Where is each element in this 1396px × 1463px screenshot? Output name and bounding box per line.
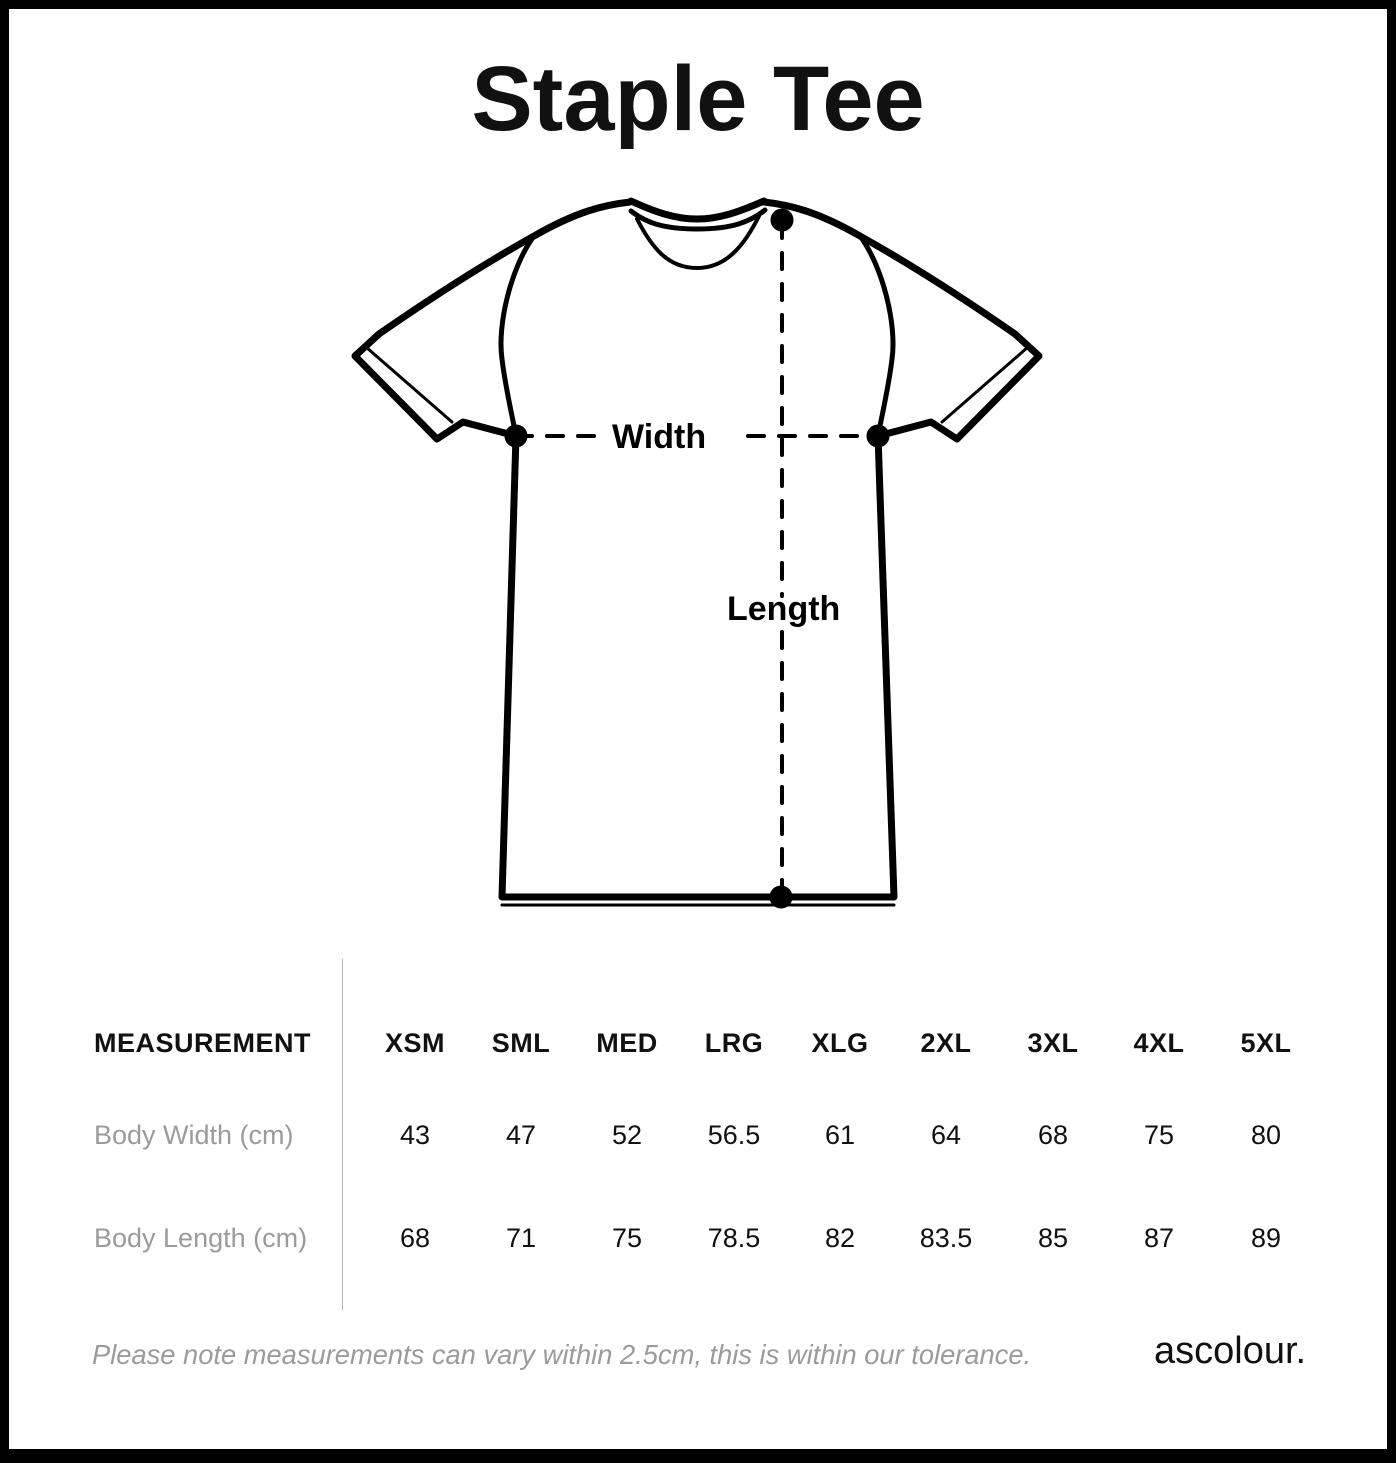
svg-text:Length: Length bbox=[727, 590, 840, 628]
svg-text:Width: Width bbox=[612, 418, 706, 456]
